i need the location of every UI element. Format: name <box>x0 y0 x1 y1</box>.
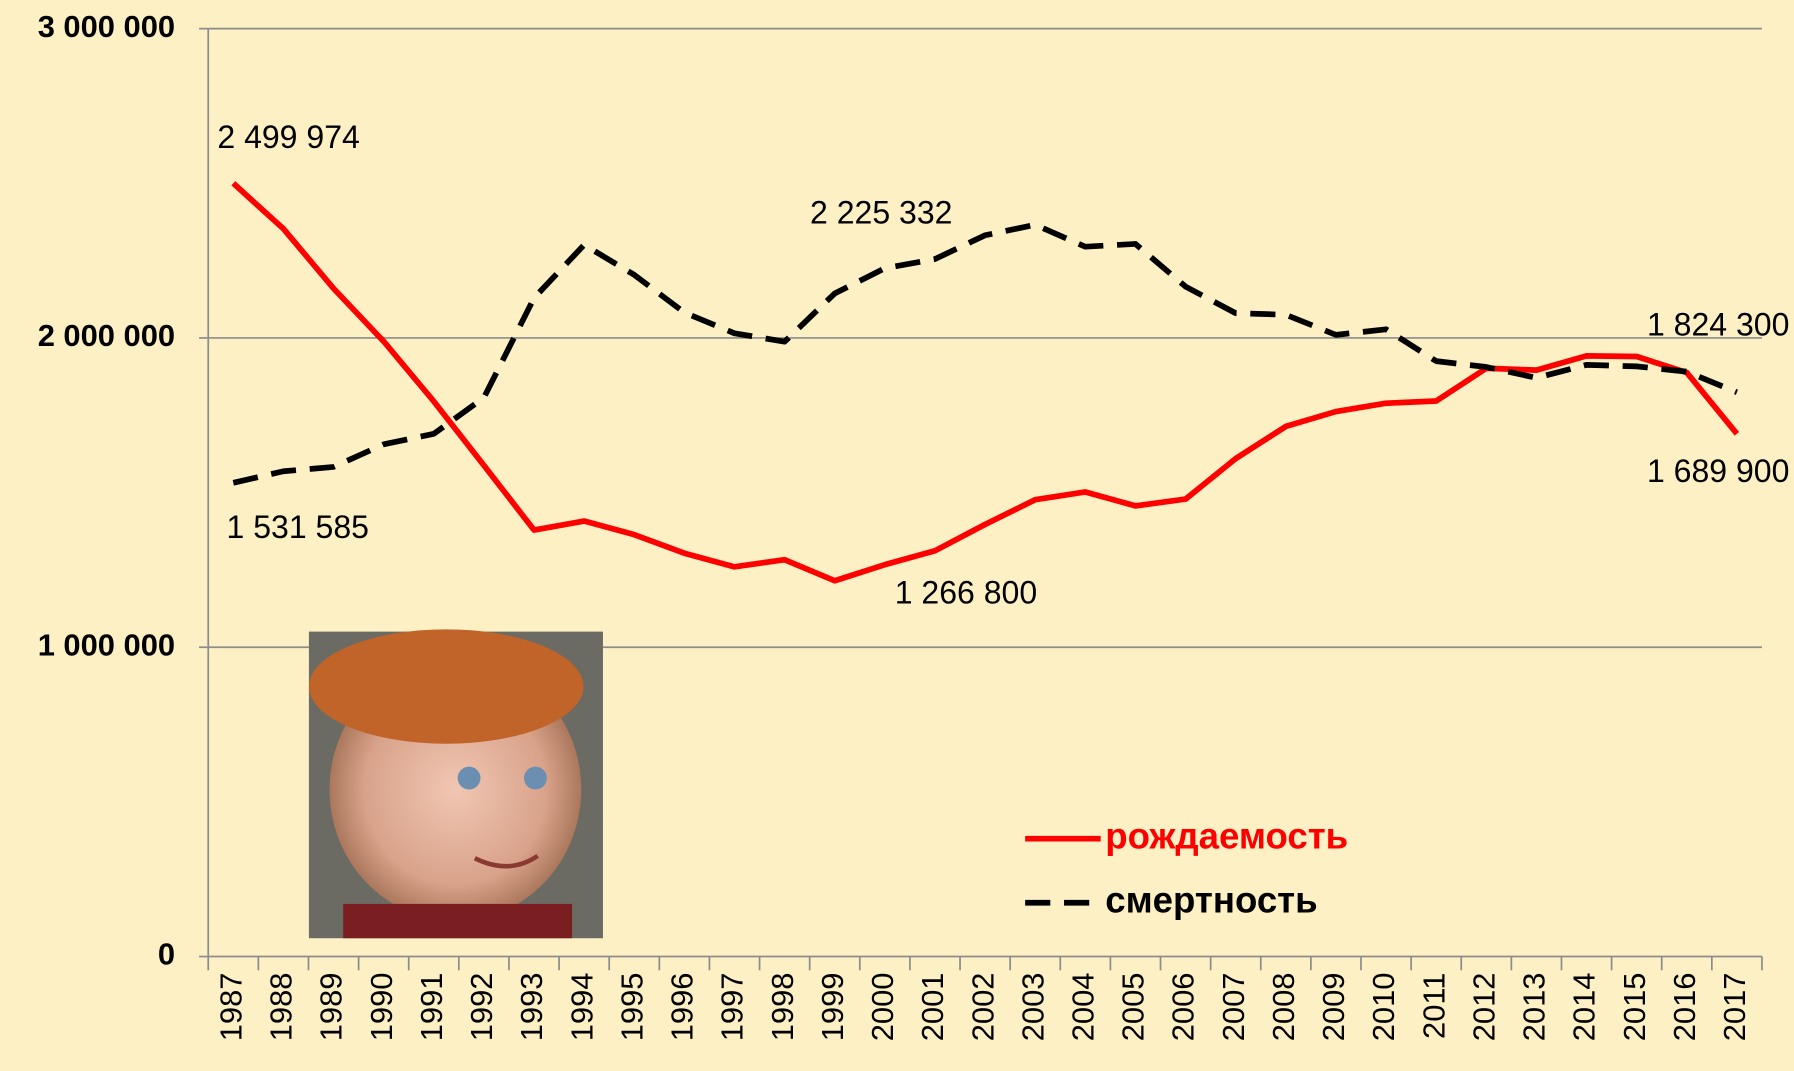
x-tick-label: 2002 <box>965 973 1000 1042</box>
x-tick-label: 1989 <box>314 973 349 1042</box>
x-tick-label: 1991 <box>414 973 449 1042</box>
x-tick-label: 2000 <box>865 973 900 1042</box>
x-tick-label: 2010 <box>1366 973 1401 1042</box>
x-tick-label: 1990 <box>364 973 399 1042</box>
y-tick-label: 1 000 000 <box>38 627 175 662</box>
x-tick-label: 1998 <box>765 973 800 1042</box>
x-tick-label: 1993 <box>514 973 549 1042</box>
x-tick-label: 2005 <box>1116 973 1151 1042</box>
x-tick-label: 1995 <box>614 973 649 1042</box>
x-tick-label: 1996 <box>665 973 700 1042</box>
annotation: 1 266 800 <box>895 574 1037 610</box>
x-tick-label: 1988 <box>264 973 299 1042</box>
legend-label: рождаемость <box>1105 815 1348 856</box>
annotation: 1 689 900 <box>1647 453 1789 489</box>
x-tick-label: 2009 <box>1316 973 1351 1042</box>
legend-label: смертность <box>1105 879 1317 920</box>
x-tick-label: 2014 <box>1567 973 1602 1042</box>
series-line <box>231 181 1740 584</box>
x-tick-label: 2016 <box>1667 973 1702 1042</box>
x-tick-label: 2013 <box>1517 973 1552 1042</box>
x-tick-label: 2004 <box>1065 973 1100 1042</box>
x-tick-label: 2007 <box>1216 973 1251 1042</box>
x-tick-label: 2012 <box>1466 973 1501 1042</box>
x-tick-label: 1987 <box>213 973 248 1042</box>
annotation: 1 824 300 <box>1647 307 1789 343</box>
x-tick-label: 2001 <box>915 973 950 1042</box>
annotation: 1 531 585 <box>227 509 369 545</box>
x-tick-label: 2008 <box>1266 973 1301 1042</box>
x-tick-label: 1994 <box>564 973 599 1042</box>
x-tick-label: 2011 <box>1416 973 1451 1039</box>
x-tick-label: 1999 <box>815 973 850 1042</box>
y-tick-label: 0 <box>158 937 175 972</box>
x-tick-label: 2006 <box>1166 973 1201 1042</box>
photo <box>308 629 603 939</box>
x-tick-label: 1992 <box>464 973 499 1042</box>
x-tick-label: 2015 <box>1617 973 1652 1042</box>
x-tick-label: 2017 <box>1717 973 1752 1042</box>
y-tick-label: 2 000 000 <box>38 318 175 353</box>
annotation: 2 499 974 <box>217 119 359 155</box>
series-line <box>232 221 1738 486</box>
x-tick-label: 2003 <box>1015 973 1050 1042</box>
y-tick-label: 3 000 000 <box>38 9 175 44</box>
x-tick-label: 1997 <box>715 973 750 1042</box>
annotation: 2 225 332 <box>810 195 952 231</box>
